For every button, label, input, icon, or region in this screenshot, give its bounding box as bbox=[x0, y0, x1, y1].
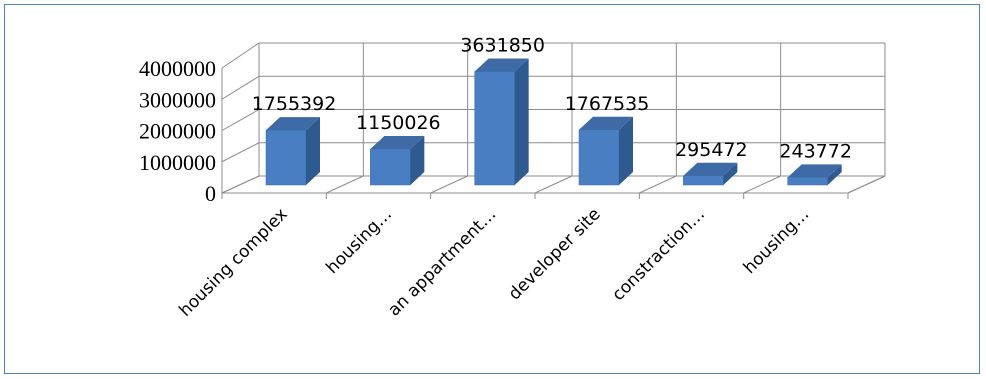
data-label: 1755392 bbox=[252, 93, 337, 115]
data-label: 243772 bbox=[779, 140, 852, 162]
bar-side-face bbox=[515, 59, 529, 185]
bar bbox=[266, 117, 320, 185]
bar-front-face bbox=[370, 149, 410, 185]
gridline-side bbox=[222, 143, 259, 162]
data-label: 1150026 bbox=[356, 112, 441, 134]
floor-divider bbox=[535, 176, 572, 193]
x-tick-label: housing… bbox=[322, 204, 396, 278]
data-label: 3631850 bbox=[460, 35, 545, 57]
bar bbox=[683, 163, 737, 185]
bar-front-face bbox=[266, 130, 306, 185]
y-tick-label: 3000000 bbox=[139, 87, 216, 112]
floor-divider bbox=[848, 176, 885, 193]
x-tick-label: housing complex bbox=[175, 204, 291, 320]
data-label: 295472 bbox=[675, 139, 748, 161]
y-tick-label: 1000000 bbox=[139, 150, 216, 175]
bar-front-face bbox=[475, 72, 515, 185]
floor-divider bbox=[639, 176, 676, 193]
bar-front-face bbox=[788, 177, 828, 185]
x-tick-label: developer site bbox=[505, 204, 605, 304]
y-tick-label: 0 bbox=[205, 181, 216, 206]
bar-front-face bbox=[683, 176, 723, 185]
data-label: 1767535 bbox=[565, 93, 650, 115]
gridline-side bbox=[222, 43, 259, 68]
floor-divider bbox=[222, 176, 259, 193]
bar-front-face bbox=[579, 130, 619, 185]
chart-gridlines bbox=[222, 43, 885, 199]
bar bbox=[475, 59, 529, 185]
y-tick-label: 4000000 bbox=[139, 56, 216, 81]
bar bbox=[370, 136, 424, 185]
bar bbox=[579, 117, 633, 185]
x-tick-label: an appartment… bbox=[384, 204, 500, 320]
chart-bars bbox=[266, 59, 842, 185]
y-tick-label: 2000000 bbox=[139, 119, 216, 144]
floor-divider bbox=[744, 176, 781, 193]
bar bbox=[788, 164, 842, 185]
floor-divider bbox=[431, 176, 468, 193]
x-tick-label: constraction… bbox=[608, 204, 709, 305]
floor-divider bbox=[326, 176, 363, 193]
x-tick-label: housing… bbox=[740, 204, 814, 278]
